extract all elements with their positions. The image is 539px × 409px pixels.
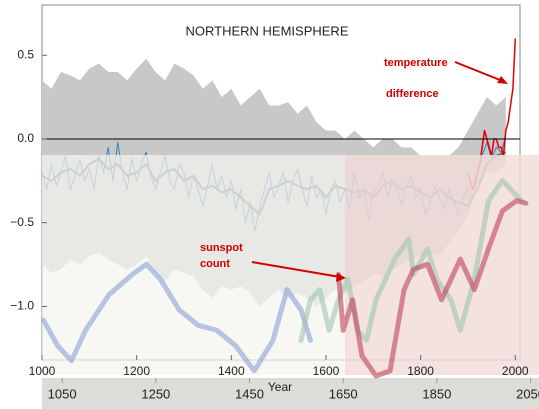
x-tick-label: 1400 [218, 364, 245, 378]
chart-title: NORTHERN HEMISPHERE [185, 23, 348, 38]
overlay-x-tick-label: 1250 [141, 386, 170, 401]
y-tick-label: −1.0 [10, 299, 34, 313]
y-tick-label: 0.5 [17, 47, 34, 61]
y-tick-label: 0.0 [17, 131, 34, 145]
sunspot-layer [40, 177, 529, 379]
annotation: count [200, 258, 230, 270]
line [40, 261, 313, 374]
overlay-x-tick-label: 1450 [235, 386, 264, 401]
arrowhead [336, 273, 346, 282]
overlay-x-tick-label: 1050 [48, 386, 77, 401]
arrow [454, 61, 506, 83]
overlay-x-tick-label: 2050 [516, 386, 539, 401]
overlay-x-tick-label: 1850 [422, 386, 451, 401]
annotation: temperature [384, 57, 448, 69]
annotation: difference [386, 88, 439, 100]
arrow [251, 261, 341, 278]
x-tick-label: 2000 [502, 364, 529, 378]
x-tick-label: 1800 [407, 364, 434, 378]
x-axis-label: Year [268, 380, 292, 394]
annotation: sunspot [200, 242, 243, 254]
x-tick-label: 1600 [313, 364, 340, 378]
line [336, 198, 529, 379]
arrowhead [497, 76, 508, 84]
x-tick-label: 1000 [29, 364, 56, 378]
y-tick-label: −0.5 [10, 215, 34, 229]
overlay-axis-strip [42, 378, 539, 409]
overlay-x-tick-label: 1650 [329, 386, 358, 401]
x-tick-label: 1200 [123, 364, 150, 378]
overlay-highlight [345, 155, 539, 375]
